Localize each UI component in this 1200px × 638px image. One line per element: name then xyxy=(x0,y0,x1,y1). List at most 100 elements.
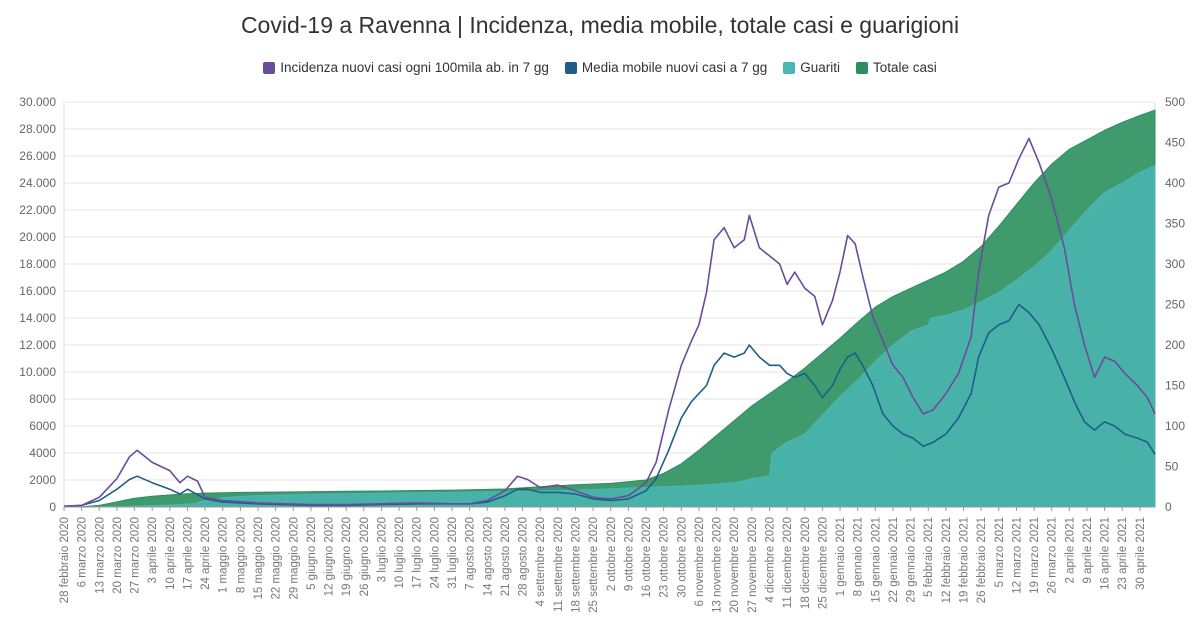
y-left-tick-label: 0 xyxy=(49,500,56,514)
x-tick-label: 9 aprile 2021 xyxy=(1082,517,1094,584)
x-tick-label: 5 marzo 2021 xyxy=(994,517,1006,587)
x-tick-label: 2 aprile 2021 xyxy=(1064,517,1076,584)
y-right-tick-label: 0 xyxy=(1165,500,1172,514)
legend-swatch xyxy=(263,61,276,74)
legend-item-incidenza[interactable]: Incidenza nuovi casi ogni 100mila ab. in… xyxy=(263,60,549,75)
x-tick-label: 10 luglio 2020 xyxy=(394,517,406,589)
x-tick-label: 11 settembre 2020 xyxy=(553,517,565,612)
x-tick-label: 29 maggio 2020 xyxy=(288,517,300,599)
y-right-tick-label: 350 xyxy=(1165,217,1185,231)
x-tick-label: 23 ottobre 2020 xyxy=(659,517,671,598)
y-left-tick-label: 6000 xyxy=(29,419,56,433)
legend-label: Guariti xyxy=(800,60,840,75)
y-left-tick-label: 2000 xyxy=(29,473,56,487)
y-right-tick-label: 400 xyxy=(1165,176,1185,190)
legend-swatch xyxy=(564,61,577,74)
x-tick-label: 29 gennaio 2021 xyxy=(906,517,918,603)
x-tick-label: 19 febbraio 2021 xyxy=(959,517,971,603)
legend-label: Totale casi xyxy=(873,60,937,75)
series-area-guariti xyxy=(63,164,1156,508)
x-tick-label: 20 marzo 2020 xyxy=(112,517,124,594)
x-tick-label: 16 ottobre 2020 xyxy=(641,517,653,598)
y-right-tick-label: 250 xyxy=(1165,298,1185,312)
y-left-tick-label: 24.000 xyxy=(19,176,56,190)
legend-label: Incidenza nuovi casi ogni 100mila ab. in… xyxy=(280,60,549,75)
y-left-tick-label: 14.000 xyxy=(19,311,56,325)
x-tick-label: 30 ottobre 2020 xyxy=(676,517,688,598)
x-tick-label: 30 aprile 2021 xyxy=(1135,517,1147,590)
x-tick-label: 26 marzo 2021 xyxy=(1047,517,1059,594)
x-tick-label: 2 ottobre 2020 xyxy=(606,517,618,591)
x-tick-label: 10 aprile 2020 xyxy=(165,517,177,590)
y-left-tick-label: 26.000 xyxy=(19,149,56,163)
x-tick-label: 28 agosto 2020 xyxy=(518,517,530,596)
chart-legend: Incidenza nuovi casi ogni 100mila ab. in… xyxy=(0,60,1200,75)
x-tick-label: 24 luglio 2020 xyxy=(429,517,441,589)
x-tick-label: 9 ottobre 2020 xyxy=(623,517,635,591)
x-tick-label: 19 marzo 2021 xyxy=(1029,517,1041,594)
x-tick-label: 15 maggio 2020 xyxy=(253,517,265,599)
x-tick-label: 31 luglio 2020 xyxy=(447,517,459,589)
x-tick-label: 4 settembre 2020 xyxy=(535,517,547,607)
y-left-tick-label: 18.000 xyxy=(19,257,56,271)
x-tick-label: 22 maggio 2020 xyxy=(271,517,283,599)
x-tick-label: 14 agosto 2020 xyxy=(482,517,494,596)
x-tick-label: 1 maggio 2020 xyxy=(218,517,230,593)
x-tick-label: 4 dicembre 2020 xyxy=(764,517,776,603)
series-line-incidenza xyxy=(63,137,1156,507)
legend-item-guariti[interactable]: Guariti xyxy=(783,60,840,75)
y-left-tick-label: 28.000 xyxy=(19,122,56,136)
legend-item-media-mobile[interactable]: Media mobile nuovi casi a 7 gg xyxy=(564,60,768,75)
y-right-tick-label: 500 xyxy=(1165,95,1185,109)
x-tick-label: 22 gennaio 2021 xyxy=(888,517,900,603)
x-tick-label: 11 dicembre 2020 xyxy=(782,517,794,608)
x-tick-label: 15 gennaio 2021 xyxy=(870,517,882,603)
x-tick-label: 27 marzo 2020 xyxy=(130,517,142,594)
x-tick-label: 21 agosto 2020 xyxy=(500,517,512,596)
chart-title: Covid-19 a Ravenna | Incidenza, media mo… xyxy=(240,12,960,38)
x-tick-label: 12 marzo 2021 xyxy=(1011,517,1023,594)
x-tick-label: 1 gennaio 2021 xyxy=(835,517,847,596)
x-tick-label: 20 novembre 2020 xyxy=(729,517,741,613)
x-tick-label: 8 maggio 2020 xyxy=(235,517,247,593)
x-tick-label: 13 marzo 2020 xyxy=(94,517,106,594)
x-tick-label: 7 agosto 2020 xyxy=(465,517,477,590)
legend-swatch xyxy=(856,61,868,74)
x-tick-label: 19 giugno 2020 xyxy=(341,517,353,596)
x-tick-label: 12 febbraio 2021 xyxy=(941,517,953,603)
x-tick-label: 18 dicembre 2020 xyxy=(800,517,812,609)
x-tick-label: 17 luglio 2020 xyxy=(412,517,424,589)
x-tick-label: 18 settembre 2020 xyxy=(570,517,582,613)
y-left-tick-label: 30.000 xyxy=(19,95,56,109)
x-tick-label: 13 novembre 2020 xyxy=(712,517,724,613)
y-left-tick-label: 8000 xyxy=(29,392,56,406)
x-tick-label: 26 giugno 2020 xyxy=(359,517,371,596)
y-right-tick-label: 200 xyxy=(1165,338,1185,352)
x-tick-label: 5 giugno 2020 xyxy=(306,517,318,590)
y-right-tick-label: 100 xyxy=(1165,419,1185,433)
x-tick-label: 12 giugno 2020 xyxy=(324,517,336,596)
legend-label: Media mobile nuovi casi a 7 gg xyxy=(581,60,768,75)
x-tick-label: 3 luglio 2020 xyxy=(376,517,388,582)
x-tick-label: 6 marzo 2020 xyxy=(77,517,89,587)
x-tick-label: 5 febbraio 2021 xyxy=(923,517,935,597)
y-left-tick-label: 20.000 xyxy=(19,230,56,244)
y-right-tick-label: 300 xyxy=(1165,257,1185,271)
x-tick-label: 28 febbraio 2020 xyxy=(59,517,71,603)
y-left-tick-label: 4000 xyxy=(29,446,56,460)
x-tick-label: 24 aprile 2020 xyxy=(200,517,212,590)
y-right-tick-label: 50 xyxy=(1165,460,1179,474)
y-right-tick-label: 450 xyxy=(1165,136,1185,150)
x-tick-label: 26 febbraio 2021 xyxy=(976,517,988,603)
y-left-tick-label: 12.000 xyxy=(19,338,56,352)
x-tick-label: 6 novembre 2020 xyxy=(694,517,706,607)
legend-swatch xyxy=(783,61,796,74)
x-tick-label: 25 settembre 2020 xyxy=(588,517,600,613)
x-tick-label: 27 novembre 2020 xyxy=(747,517,759,613)
legend-item-totale-casi[interactable]: Totale casi xyxy=(856,60,937,75)
x-tick-label: 8 gennaio 2021 xyxy=(853,517,865,596)
y-left-tick-label: 22.000 xyxy=(19,203,56,217)
x-tick-label: 3 aprile 2020 xyxy=(147,517,159,584)
